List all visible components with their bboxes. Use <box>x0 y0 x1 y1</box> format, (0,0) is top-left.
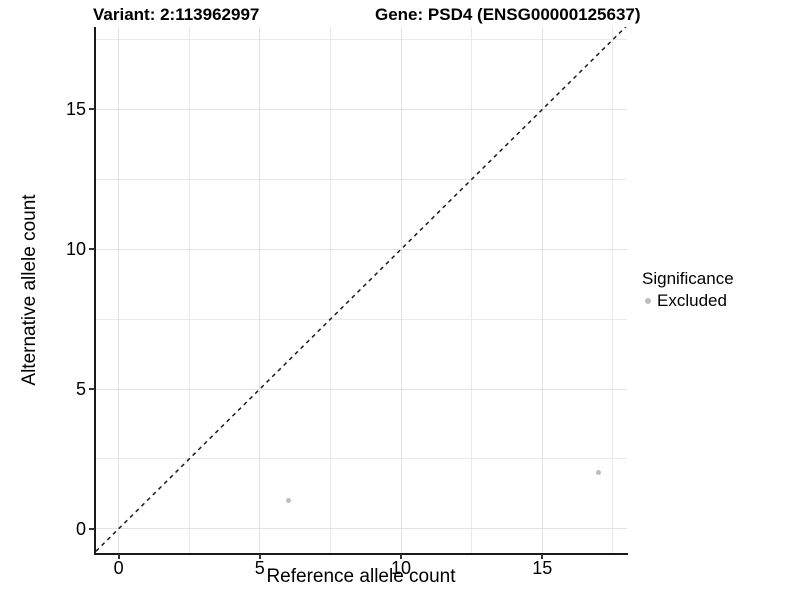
x-minor-gridline <box>612 27 614 554</box>
identity-dashed-line <box>96 27 627 552</box>
y-axis-title: Alternative allele count <box>19 194 40 386</box>
y-minor-gridline <box>96 318 627 320</box>
gene-title: Gene: PSD4 (ENSG00000125637) <box>375 5 641 24</box>
y-tick-mark <box>89 108 95 111</box>
legend: Significance Excluded <box>642 268 800 311</box>
x-tick-label: 0 <box>113 558 124 578</box>
y-tick-mark <box>89 248 95 251</box>
y-minor-gridline <box>96 39 627 41</box>
data-point <box>596 470 602 476</box>
x-tick-mark <box>400 554 403 559</box>
legend-point-icon <box>645 297 651 304</box>
x-minor-gridline <box>188 27 190 554</box>
x-tick-mark <box>258 554 261 559</box>
legend-entry-excluded: Excluded <box>642 290 800 311</box>
x-major-gridline <box>259 27 261 554</box>
y-major-gridline <box>96 108 627 110</box>
y-major-gridline <box>96 248 627 250</box>
x-axis-title: Reference allele count <box>266 566 456 587</box>
legend-entry-label: Excluded <box>657 291 727 310</box>
x-tick-mark <box>117 554 120 559</box>
legend-title: Significance <box>642 269 734 288</box>
y-tick-label: 10 <box>65 239 86 260</box>
x-minor-gridline <box>329 27 331 554</box>
y-tick-label: 0 <box>75 518 86 539</box>
data-point <box>285 498 291 504</box>
y-major-gridline <box>96 388 627 390</box>
y-axis-line <box>94 27 96 555</box>
x-tick-mark <box>541 554 544 559</box>
y-minor-gridline <box>96 178 627 180</box>
plot-panel <box>96 27 627 554</box>
x-axis-line <box>94 553 628 555</box>
x-major-gridline <box>541 27 543 554</box>
y-minor-gridline <box>96 458 627 460</box>
x-major-gridline <box>400 27 402 554</box>
y-major-gridline <box>96 528 627 530</box>
x-tick-label: 15 <box>532 558 553 578</box>
x-tick-label: 10 <box>391 558 412 578</box>
y-tick-mark <box>89 388 95 391</box>
y-tick-mark <box>89 527 95 530</box>
variant-title: Variant: 2:113962997 <box>93 5 260 24</box>
y-tick-label: 15 <box>65 99 86 120</box>
y-tick-label: 5 <box>75 379 86 400</box>
x-minor-gridline <box>471 27 473 554</box>
x-tick-label: 5 <box>254 558 265 578</box>
x-major-gridline <box>118 27 120 554</box>
